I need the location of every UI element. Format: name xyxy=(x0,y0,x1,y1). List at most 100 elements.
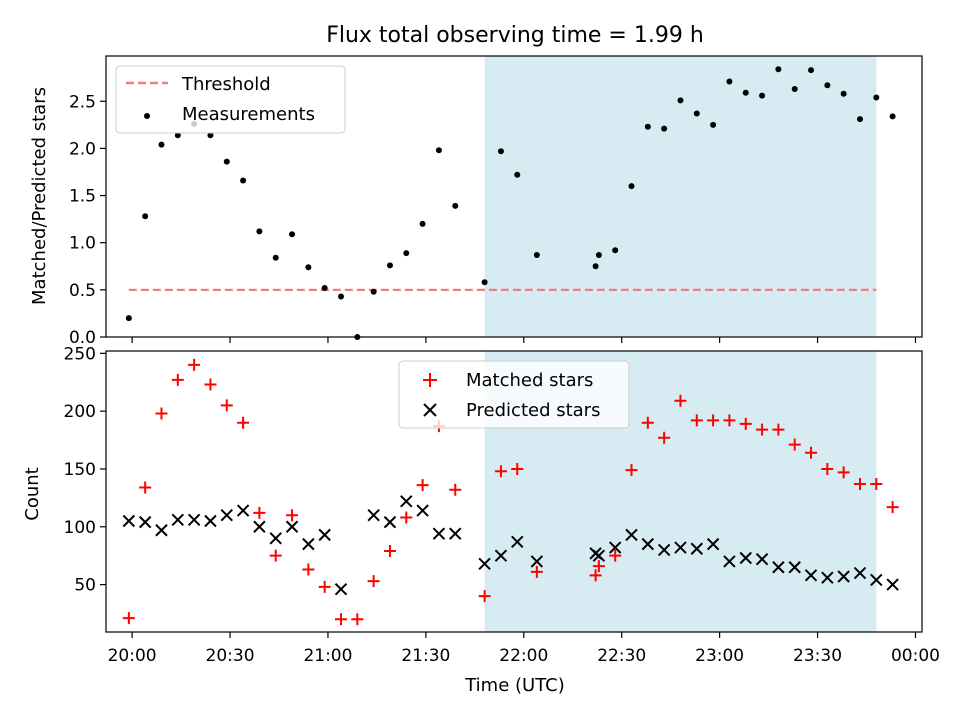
x-tick-label: 22:30 xyxy=(597,646,646,666)
measurement-point xyxy=(435,147,442,154)
matched-stars-point xyxy=(351,613,364,626)
predicted-stars-point xyxy=(592,549,606,562)
predicted-stars-point xyxy=(755,552,769,566)
matched-stars-point xyxy=(589,569,602,582)
matched-stars-point xyxy=(383,545,396,558)
matched-stars-point xyxy=(494,465,507,478)
predicted-stars-point xyxy=(367,508,380,522)
matched-stars-point xyxy=(739,417,752,430)
predicted-stars-point xyxy=(432,527,446,540)
y-tick-label: 150 xyxy=(64,460,96,480)
measurement-point xyxy=(824,82,831,89)
measurements-legend-label: Measurements xyxy=(182,104,315,125)
predicted-stars-point xyxy=(772,561,785,574)
matched-stars-point xyxy=(723,414,736,427)
threshold-legend-label: Threshold xyxy=(181,74,271,95)
matched-stars-point xyxy=(449,483,462,496)
matched-stars-point xyxy=(139,481,152,494)
measurement-point xyxy=(840,90,847,97)
y-tick-label: 1.0 xyxy=(69,234,96,254)
y-tick-label: 200 xyxy=(64,402,96,422)
y-tick-label: 250 xyxy=(64,344,96,364)
matched-stars-point xyxy=(253,506,266,519)
predicted-stars-point xyxy=(853,566,867,580)
predicted-stars-point xyxy=(494,549,508,562)
y-tick-label: 0.0 xyxy=(69,328,96,348)
predicted-stars-point xyxy=(886,578,899,591)
top-axis-ticks: 0.0 0.5 1.0 1.5 2.0 2.5 xyxy=(69,92,917,348)
y-tick-label: 1.5 xyxy=(69,187,96,207)
predicted-stars-point xyxy=(138,515,152,529)
predicted-legend-swatch xyxy=(423,403,437,417)
measurement-point xyxy=(289,231,296,238)
matched-stars-point xyxy=(188,358,201,371)
predicted-stars-point xyxy=(837,570,850,583)
matched-stars-point xyxy=(400,511,413,524)
measurement-point xyxy=(142,213,149,220)
predicted-legend-label: Predicted stars xyxy=(466,400,600,421)
predicted-stars-point xyxy=(204,514,217,528)
measurements-legend-swatch xyxy=(144,113,150,119)
matched-stars-point xyxy=(853,477,866,490)
measurement-point xyxy=(775,66,782,73)
matched-stars-point xyxy=(625,464,638,477)
measurement-point xyxy=(514,171,521,178)
measurement-point xyxy=(873,94,880,101)
top-legend-frame xyxy=(115,65,346,134)
matched-stars-point xyxy=(335,613,348,626)
predicted-stars-point xyxy=(155,524,168,537)
top-y-axis-label: Matched/Predicted stars xyxy=(29,87,50,305)
y-tick-label: 50 xyxy=(74,576,96,596)
measurement-point xyxy=(628,183,635,190)
measurement-point xyxy=(256,228,263,235)
matched-stars-point xyxy=(220,399,233,412)
bottom-axis-ticks: 50 100 150 200 250 20:00 20:30 21:00 21:30 22:00 2… xyxy=(64,344,940,666)
measurement-point xyxy=(481,279,488,286)
top-panel: 0.0 0.5 1.0 1.5 2.0 2.5 Matched/Predicted sta… xyxy=(29,55,923,348)
matched-stars-point xyxy=(478,590,491,603)
measurement-point xyxy=(726,78,733,85)
predicted-stars-point xyxy=(253,520,266,533)
x-tick-label: 20:30 xyxy=(206,646,255,666)
matched-stars-point xyxy=(805,446,818,459)
predicted-stars-point xyxy=(739,551,752,565)
predicted-stars-point xyxy=(449,527,462,540)
predicted-stars-point xyxy=(122,514,136,528)
predicted-stars-point xyxy=(171,513,185,527)
predicted-stars-point xyxy=(821,571,834,584)
matched-stars-point xyxy=(641,416,654,429)
predicted-stars-point xyxy=(870,573,883,587)
predicted-stars-point xyxy=(657,543,671,557)
matched-stars-point xyxy=(286,509,299,522)
matched-stars-point xyxy=(658,431,671,444)
predicted-stars-point xyxy=(416,504,429,517)
measurement-point xyxy=(386,262,393,269)
matched-stars-point xyxy=(530,565,543,578)
bottom-y-axis-label: Count xyxy=(22,467,43,520)
matched-stars-point xyxy=(870,477,883,490)
x-tick-label: 00:00 xyxy=(891,646,940,666)
matched-stars-point xyxy=(690,414,703,427)
matched-stars-point xyxy=(788,438,801,451)
measurement-point xyxy=(240,177,247,184)
bottom-legend-frame xyxy=(398,360,630,429)
measurement-point xyxy=(612,247,619,254)
measurement-point xyxy=(497,148,504,155)
measurement-point xyxy=(661,125,668,132)
matched-stars-point xyxy=(367,575,380,588)
matched-stars-point xyxy=(204,378,217,391)
predicted-stars-point xyxy=(383,515,397,529)
matched-stars-point xyxy=(122,612,135,625)
measurement-point xyxy=(644,123,651,130)
top-legend: Threshold Measurements xyxy=(115,65,346,134)
predicted-stars-point xyxy=(625,528,638,542)
measurement-point xyxy=(419,220,426,227)
x-tick-label: 22:00 xyxy=(499,646,548,666)
x-tick-label: 23:30 xyxy=(793,646,842,666)
predicted-stars-point xyxy=(641,537,655,551)
x-axis-label: Time (UTC) xyxy=(464,675,565,696)
x-tick-label: 21:00 xyxy=(303,646,352,666)
matched-stars-point xyxy=(416,479,429,492)
matched-stars-point xyxy=(237,416,250,429)
y-tick-label: 100 xyxy=(64,518,96,538)
